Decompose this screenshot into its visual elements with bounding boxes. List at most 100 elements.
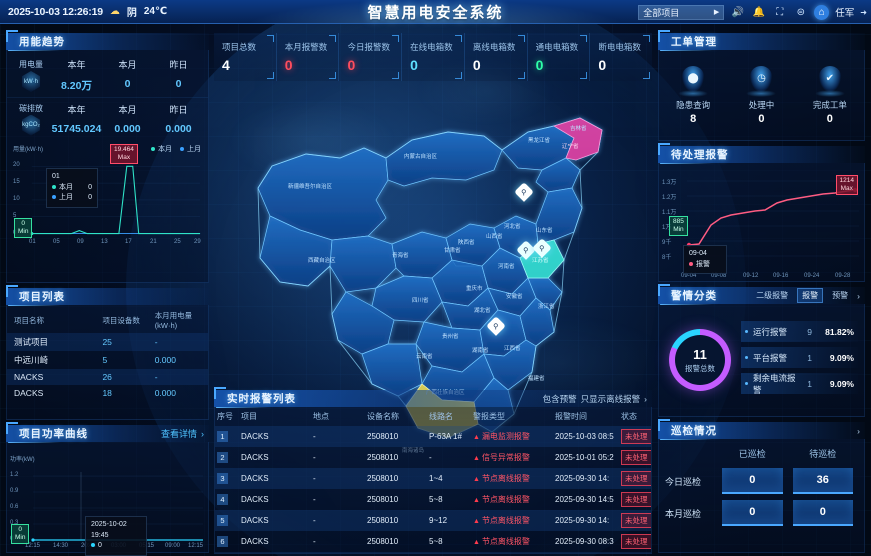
table-row[interactable]: 6 DACKS - 2508010 5~8 ▲ 节点离线报警 2025-09-30…: [215, 531, 651, 552]
patrol-month-done[interactable]: 0: [722, 500, 783, 526]
stat-month-alarms[interactable]: 本月报警数 0: [275, 33, 339, 81]
min-tag: Min: [15, 534, 26, 542]
panel-body[interactable]: 序号 项目 地点 设备名称 线路名 警报类型 报警时间 状态 1 DACKS -…: [214, 407, 652, 554]
table-row[interactable]: 5 DACKS - 2508010 9~12 ▲ 节点离线报警 2025-09-3…: [215, 510, 651, 531]
panel-pending-alarms: 待处理报警 1.3万 1.2万 1.1万 1万 9千: [658, 143, 865, 282]
patrol-today-done[interactable]: 0: [722, 468, 783, 494]
cell-index: 4: [217, 494, 228, 505]
donut-center: 11 报警总数: [675, 335, 725, 385]
energy-col-value: 8.20万: [61, 80, 92, 92]
panel-title: 巡检情况: [671, 425, 717, 437]
energy-trend-chart[interactable]: 用量(kW·h) 本月 上月 20 15 10: [10, 142, 205, 246]
home-icon[interactable]: ⌂: [814, 4, 830, 20]
class-row-platform-alarm[interactable]: 平台报警 1 9.09%: [741, 347, 858, 368]
table-row[interactable]: DACKS 18 0.000: [7, 385, 208, 401]
stat-label: 通电电箱数: [535, 42, 579, 52]
alarm-donut[interactable]: 11 报警总数: [659, 329, 741, 391]
status-badge[interactable]: 未处理: [621, 534, 651, 549]
option-offline-only[interactable]: 只显示离线报警: [580, 393, 641, 404]
patrol-col-done: 已巡检: [738, 449, 766, 459]
fullscreen-icon[interactable]: ⛶: [776, 6, 784, 18]
chevron-right-icon[interactable]: ›: [201, 428, 204, 439]
panel-body: 11 报警总数 运行报警 9 81.82% 平台报警 1 9.09%: [658, 304, 865, 417]
cell-index: 5: [217, 515, 228, 526]
table-row[interactable]: 3 DACKS - 2508010 1~4 ▲ 节点离线报警 2025-09-30…: [215, 468, 651, 489]
status-badge[interactable]: 未处理: [621, 429, 651, 444]
work-item-processing[interactable]: ◷ 处理中 0: [727, 50, 795, 140]
cell-line: 5~8: [429, 495, 443, 504]
class-row-running-alarm[interactable]: 运行报警 9 81.82%: [741, 321, 858, 342]
stat-powered-boxes[interactable]: 通电电箱数 0: [526, 33, 590, 81]
more-icon[interactable]: ›: [644, 393, 647, 404]
cell-usage: 0.000: [154, 355, 176, 365]
min-value: 885: [673, 218, 684, 225]
settings-icon[interactable]: ⊜: [796, 6, 805, 18]
stat-online-boxes[interactable]: 在线电箱数 0: [401, 33, 464, 81]
cell-alarm-type: 信号异常报警: [481, 453, 530, 462]
panel-project-list: 项目列表 项目名称 项目设备数 本月用电量(kW·h) 测试项目 25 - 中远…: [6, 285, 209, 420]
status-badge[interactable]: 未处理: [621, 471, 651, 486]
view-detail-link[interactable]: 查看详情: [160, 429, 197, 439]
panel-body: 功率(kW) 1.2 0.9 0.6 0.3 0 12:15 1: [6, 442, 209, 556]
marker-guangdong[interactable]: ⚲: [486, 316, 506, 336]
tab-warning[interactable]: 预警: [832, 291, 849, 300]
cell-alarm-time: 2025-09-30 14:: [555, 516, 610, 525]
marker-jiangsu-1[interactable]: ⚲: [516, 240, 536, 260]
table-row[interactable]: 4 DACKS - 2508010 5~8 ▲ 节点离线报警 2025-09-30…: [215, 489, 651, 510]
ytick: 1.3万: [662, 180, 677, 186]
stat-today-alarms[interactable]: 今日报警数 0: [338, 33, 402, 81]
cell-site: -: [313, 495, 316, 504]
cloud-icon: ☁: [109, 6, 120, 17]
power-curve-chart[interactable]: 功率(kW) 1.2 0.9 0.6 0.3 0 12:15 1: [7, 442, 208, 556]
ytick: 0.9: [10, 488, 19, 494]
work-item-completed[interactable]: ✔ 完成工单 0: [796, 50, 864, 140]
stat-unpowered-boxes[interactable]: 断电电箱数 0: [589, 33, 653, 81]
tab-alarm[interactable]: 报警: [797, 288, 824, 303]
page-title: 智慧用电安全系统: [367, 4, 504, 21]
xtick: 12:15: [188, 543, 204, 549]
xtick: 14:30: [53, 543, 69, 549]
chart-tooltip: 09-04 报警: [683, 245, 727, 274]
stat-offline-boxes[interactable]: 离线电箱数 0: [463, 33, 527, 81]
panel-body: ⬤ 隐患查询 8 ◷ 处理中 0 ✔ 完成工单 0: [658, 50, 865, 141]
panel-body: 1.3万 1.2万 1.1万 1万 9千 8千 09-04 09-08 09-1…: [658, 163, 865, 282]
more-icon[interactable]: ›: [857, 425, 860, 436]
table-row[interactable]: 2 DACKS - 2508010 - ▲ 信号异常报警 2025-10-01 0…: [215, 447, 651, 468]
table-row[interactable]: NACKS 26 -: [7, 369, 208, 385]
panel-header: 用能趋势: [6, 30, 209, 50]
status-badge[interactable]: 未处理: [621, 513, 651, 528]
cell-site: -: [311, 552, 365, 553]
cell-index: 2: [217, 452, 228, 463]
work-item-hazard-query[interactable]: ⬤ 隐患查询 8: [659, 50, 727, 140]
more-icon[interactable]: ›: [857, 290, 860, 301]
tab-level2-alarm[interactable]: 二级报警: [756, 291, 789, 300]
panel-header: 巡检情况 ›: [658, 419, 865, 439]
status-badge[interactable]: 未处理: [621, 450, 651, 465]
table-row[interactable]: 1 DACKS - 2508010 P-63A 1# ▲ 漏电监测报警 2025-…: [215, 426, 651, 447]
class-percent: 9.09%: [829, 352, 854, 363]
stat-value: 0: [410, 57, 418, 73]
table-row[interactable]: 测试项目 25 -: [7, 333, 208, 351]
tooltip-title: 2025-10-02 19:45: [91, 521, 127, 539]
warning-triangle-icon: ▲: [473, 434, 480, 441]
class-count: 1: [807, 352, 812, 363]
pending-alarms-chart[interactable]: 1.3万 1.2万 1.1万 1万 9千 8千 09-04 09-08 09-1…: [659, 163, 864, 280]
logout-icon[interactable]: ➜: [860, 7, 867, 17]
stat-total-projects[interactable]: 项目总数 4: [214, 33, 276, 81]
xtick: 09-24: [804, 273, 820, 279]
donut-total: 11: [693, 346, 707, 362]
status-badge[interactable]: 未处理: [621, 492, 651, 507]
volume-icon[interactable]: 🔊: [731, 6, 744, 18]
stat-label: 项目总数: [222, 42, 257, 52]
marker-liaoning[interactable]: ⚲: [514, 182, 534, 202]
patrol-month-todo[interactable]: 0: [792, 500, 853, 526]
table-row[interactable]: 7 DACKS - 2508010 9~12 ▲节点离线报警 2025-09-3…: [215, 552, 651, 553]
option-include-warnings[interactable]: 包含预警: [542, 393, 577, 404]
marker-jiangsu-2[interactable]: ⚲: [532, 238, 552, 258]
project-select[interactable]: 全部项目 ▶: [638, 4, 725, 20]
table-row[interactable]: 中远川崎 5 0.000: [7, 351, 208, 369]
alarm-bell-icon[interactable]: 🔔: [752, 6, 765, 18]
patrol-today-todo[interactable]: 36: [792, 468, 853, 494]
class-row-residual-current-alarm[interactable]: 剩余电流报警 1 9.09%: [741, 373, 858, 395]
col-month-usage: 本月用电量(kW·h): [154, 311, 193, 330]
